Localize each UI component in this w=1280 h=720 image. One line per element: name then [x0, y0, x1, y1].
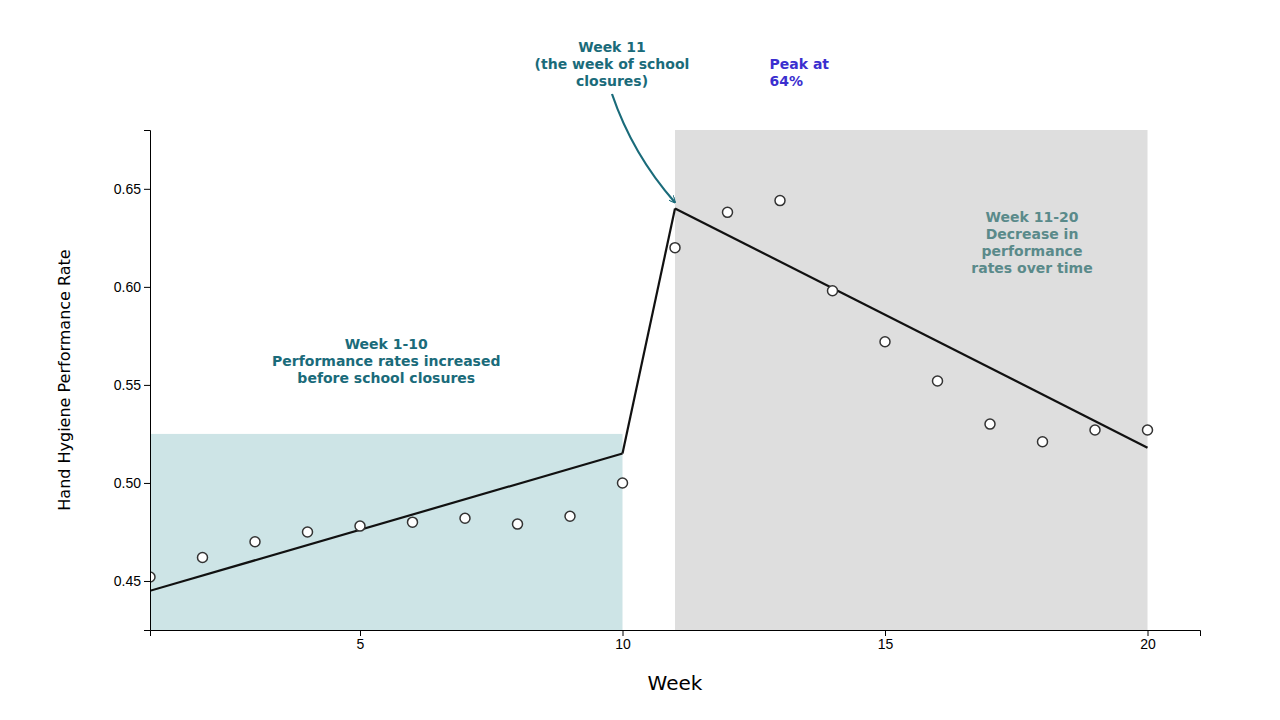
annotation: Week 1-10Performance rates increasedbefo…	[272, 336, 500, 386]
trend-line	[150, 454, 623, 591]
scatter-point	[1090, 425, 1100, 435]
axis-line	[144, 131, 151, 631]
tick: 0.45	[114, 573, 150, 589]
x-axis: 5 10 15 20	[151, 630, 1201, 652]
annotation-arrow	[612, 94, 675, 202]
tick: 15	[878, 630, 894, 652]
annotation: Week 11-20Decrease inperformancerates ov…	[971, 209, 1092, 276]
tick: 0.55	[114, 377, 150, 393]
scatter-point	[565, 511, 575, 521]
scatter-point	[513, 519, 523, 529]
axis-line	[151, 631, 1201, 637]
scatter-point	[250, 537, 260, 547]
tick-mark	[144, 385, 150, 386]
scatter-point	[198, 552, 208, 562]
scatter-point	[723, 207, 733, 217]
y-axis: 0.45 0.50 0.55 0.60 0.65	[114, 131, 151, 631]
scatter-point	[775, 196, 785, 206]
scatter-point	[1038, 437, 1048, 447]
scatter-point	[933, 376, 943, 386]
tick-label: 10	[615, 636, 631, 652]
tick: 5	[357, 630, 365, 652]
plot: 5 10 15 20 0.45 0.50 0.55 0.60 0.65 Week Hand Hygi…	[55, 39, 1201, 695]
y-axis-title: Hand Hygiene Performance Rate	[55, 249, 74, 510]
annotation: Peak at64%	[770, 56, 830, 89]
scatter-point	[355, 521, 365, 531]
tick-label: 0.60	[114, 279, 141, 295]
trend-line	[675, 208, 1148, 447]
annotations: Week 11(the week of schoolclosures) Peak …	[272, 39, 1093, 386]
scatter-point	[1143, 425, 1153, 435]
background-band	[150, 434, 623, 630]
tick-label: 15	[878, 636, 894, 652]
tick: 20	[1140, 630, 1156, 652]
tick-mark	[144, 287, 150, 288]
tick: 0.65	[114, 181, 150, 197]
chart: 5 10 15 20 0.45 0.50 0.55 0.60 0.65 Week Hand Hygi…	[0, 0, 1280, 720]
scatter-point	[670, 243, 680, 253]
tick-label: 0.55	[114, 377, 141, 393]
tick-mark	[144, 483, 150, 484]
x-axis-title: Week	[648, 671, 703, 695]
marks	[150, 130, 1153, 630]
tick: 0.60	[114, 279, 150, 295]
annotation: Week 11(the week of schoolclosures)	[535, 39, 690, 89]
scatter-point	[985, 419, 995, 429]
scatter-point	[303, 527, 313, 537]
tick-label: 0.45	[114, 573, 141, 589]
tick-label: 20	[1140, 636, 1156, 652]
scatter-point	[460, 513, 470, 523]
background-band	[675, 130, 1148, 630]
tick-mark	[144, 581, 150, 582]
tick-label: 0.65	[114, 181, 141, 197]
trend-line	[623, 208, 676, 453]
tick-label: 5	[357, 636, 365, 652]
tick-label: 0.50	[114, 475, 141, 491]
scatter-point	[880, 337, 890, 347]
tick-mark	[144, 189, 150, 190]
scatter-point	[828, 286, 838, 296]
tick: 10	[615, 630, 631, 652]
scatter-point	[618, 478, 628, 488]
scatter-point	[408, 517, 418, 527]
tick: 0.50	[114, 475, 150, 491]
